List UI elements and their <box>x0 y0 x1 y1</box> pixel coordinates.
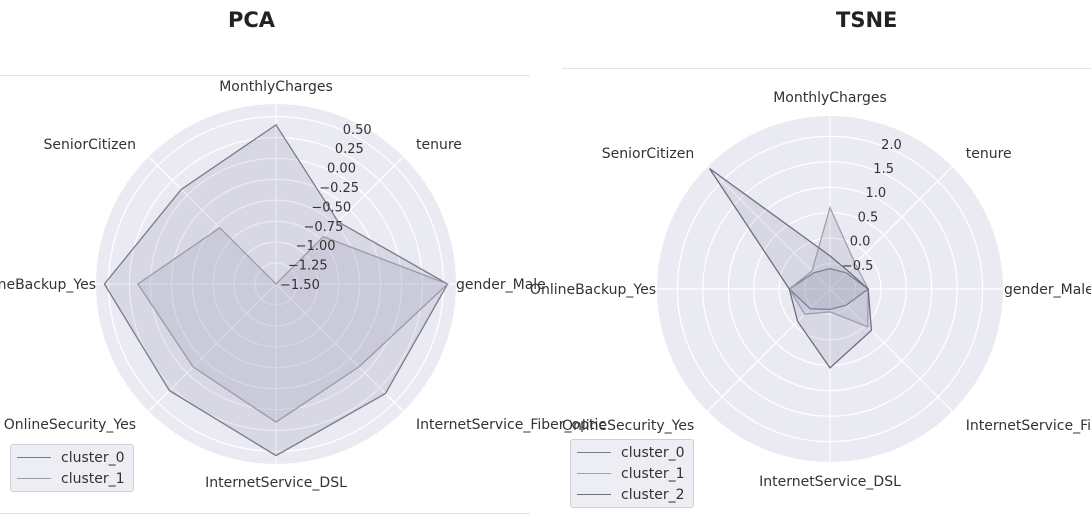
pca-axis-label: InternetService_DSL <box>205 475 347 491</box>
pca-axis-label: gender_Male <box>456 277 546 293</box>
pca-axis-label: InternetService_Fiber_optic <box>416 417 606 433</box>
pca-radial-tick-label: −0.50 <box>311 200 351 215</box>
pca-grid-spoke <box>148 283 277 412</box>
tsne-axis-label: OnlineBackup_Yes <box>530 282 656 298</box>
legend-entry: cluster_1 <box>17 468 125 489</box>
tsne-radial-tick-label: 0.5 <box>858 210 879 225</box>
tsne-legend: cluster_0 cluster_1 cluster_2 <box>570 439 694 508</box>
pca-series-cluster_0 <box>103 123 449 457</box>
pca-axis-label: OnlineSecurity_Yes <box>4 417 136 433</box>
legend-entry: cluster_0 <box>577 442 685 463</box>
legend-label: cluster_0 <box>621 444 685 461</box>
tsne-grid-spoke <box>707 166 831 290</box>
legend-entry: cluster_2 <box>577 484 685 505</box>
tsne-axis-label: InternetService_Fiber_optic <box>966 418 1091 434</box>
legend-entry: cluster_1 <box>577 463 685 484</box>
pca-radial-tick-label: −0.75 <box>304 220 344 235</box>
tsne-axis-label: MonthlyCharges <box>773 90 887 106</box>
tsne-grid-spoke <box>829 288 953 412</box>
tsne-series-cluster_0 <box>788 267 870 311</box>
tsne-axis-label: InternetService_DSL <box>759 474 901 490</box>
tsne-series-cluster_2 <box>708 167 873 369</box>
pca-panel-frame <box>0 75 530 514</box>
legend-label: cluster_1 <box>621 465 685 482</box>
tsne-radial-tick-label: 1.5 <box>873 162 894 177</box>
pca-radial-tick-label: −1.50 <box>280 278 320 293</box>
pca-radial-tick-label: −0.25 <box>319 181 359 196</box>
tsne-panel-title: TSNE <box>836 8 898 32</box>
pca-axis-label: SeniorCitizen <box>44 137 136 153</box>
pca-axis-label: tenure <box>416 137 462 153</box>
tsne-grid-spoke <box>707 288 831 412</box>
tsne-series-cluster_1 <box>788 205 869 328</box>
tsne-axis-label: tenure <box>966 146 1012 162</box>
tsne-axis-label: gender_Male <box>1004 282 1091 298</box>
pca-axis-label: OnlineBackup_Yes <box>0 277 96 293</box>
legend-entry: cluster_0 <box>17 447 125 468</box>
pca-grid-spoke <box>275 283 404 412</box>
pca-radial-tick-label: 0.00 <box>327 162 356 177</box>
legend-swatch <box>577 494 611 495</box>
pca-radial-tick-label: 0.50 <box>343 123 372 138</box>
pca-legend: cluster_0 cluster_1 <box>10 444 134 492</box>
tsne-axis-label: SeniorCitizen <box>602 146 694 162</box>
legend-swatch <box>577 473 611 474</box>
tsne-radial-tick-label: 2.0 <box>881 138 902 153</box>
pca-panel-title: PCA <box>228 8 276 32</box>
legend-swatch <box>17 478 51 479</box>
pca-radial-tick-label: −1.25 <box>288 259 328 274</box>
pca-axis-label: MonthlyCharges <box>219 79 333 95</box>
legend-label: cluster_1 <box>61 470 125 487</box>
tsne-panel-frame <box>562 68 1091 519</box>
pca-series-cluster_1 <box>137 226 449 423</box>
tsne-radial-tick-label: −0.5 <box>842 259 874 274</box>
tsne-grid-spoke <box>829 166 953 290</box>
tsne-radial-tick-label: 1.0 <box>865 186 886 201</box>
pca-radial-tick-label: 0.25 <box>335 142 364 157</box>
legend-label: cluster_0 <box>61 449 125 466</box>
tsne-axis-label: OnlineSecurity_Yes <box>562 418 694 434</box>
pca-radial-tick-label: −1.00 <box>296 239 336 254</box>
legend-swatch <box>17 457 51 458</box>
legend-swatch <box>577 452 611 453</box>
legend-label: cluster_2 <box>621 486 685 503</box>
tsne-radial-tick-label: 0.0 <box>850 235 871 250</box>
